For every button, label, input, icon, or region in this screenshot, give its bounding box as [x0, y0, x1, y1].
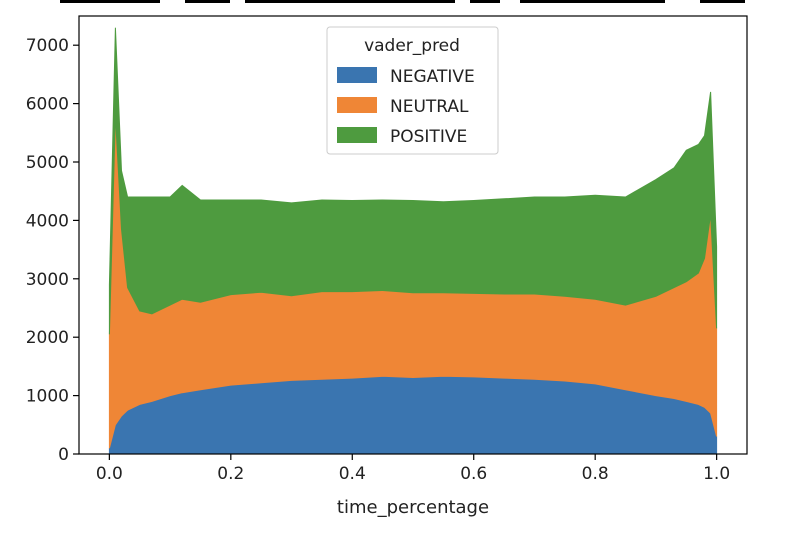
x-axis-label: time_percentage	[337, 497, 489, 518]
y-tick-label: 7000	[26, 36, 69, 56]
x-axis: 0.0 0.2 0.4 0.6 0.8 1.0	[96, 454, 730, 484]
legend: vader_pred NEGATIVE NEUTRAL POSITIVE	[326, 26, 499, 155]
legend-label-negative: NEGATIVE	[390, 67, 475, 87]
x-tick-label: 0.4	[339, 464, 366, 484]
area-layers	[108, 27, 718, 455]
legend-swatch-positive	[337, 127, 377, 143]
legend-label-positive: POSITIVE	[390, 127, 467, 147]
x-tick-label: 0.2	[217, 464, 244, 484]
y-axis: 0 1000 2000 3000 4000 5000 6000 7000	[26, 36, 79, 465]
cropped-title-fragment	[0, 0, 798, 6]
y-tick-label: 4000	[26, 211, 69, 231]
x-tick-label: 0.6	[460, 464, 487, 484]
y-tick-label: 6000	[26, 95, 69, 115]
legend-swatch-neutral	[337, 97, 377, 113]
x-tick-label: 0.8	[582, 464, 609, 484]
legend-title: vader_pred	[364, 36, 460, 56]
x-tick-label: 0.0	[96, 464, 123, 484]
legend-swatch-negative	[337, 67, 377, 83]
y-tick-label: 1000	[26, 387, 69, 407]
y-tick-label: 2000	[26, 328, 69, 348]
y-tick-label: 5000	[26, 153, 69, 173]
plot-frame	[78, 15, 748, 455]
legend-entries: NEGATIVE NEUTRAL POSITIVE	[337, 67, 475, 147]
area-positive	[108, 27, 718, 335]
legend-label-neutral: NEUTRAL	[390, 97, 469, 117]
legend-box	[326, 26, 499, 155]
x-tick-label: 1.0	[703, 464, 730, 484]
y-tick-label: 0	[58, 445, 69, 465]
y-tick-label: 3000	[26, 270, 69, 290]
